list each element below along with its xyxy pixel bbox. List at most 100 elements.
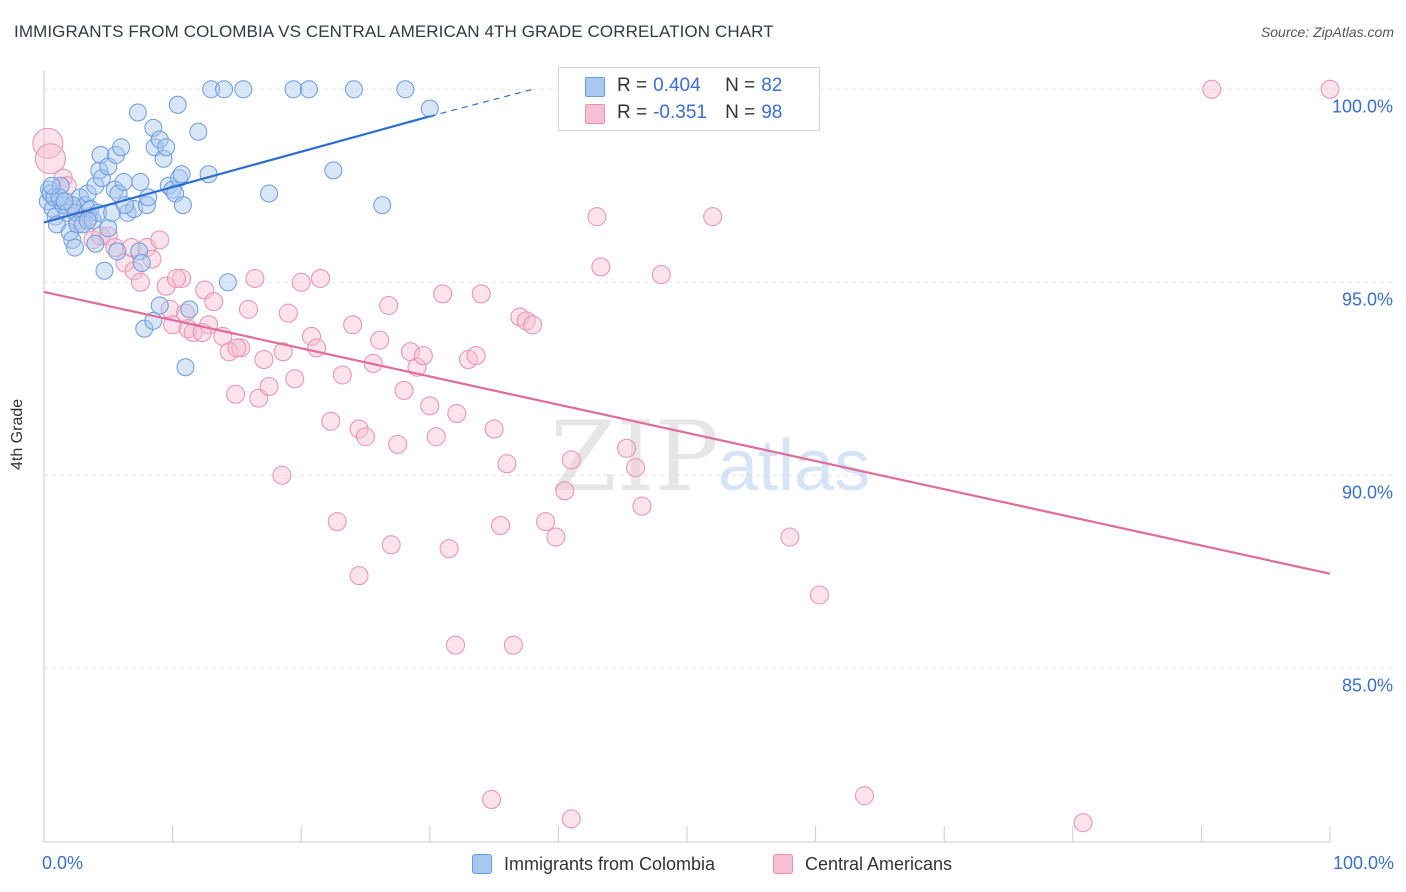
point-colombia: [130, 242, 149, 261]
point-central-americans: [160, 299, 180, 319]
point-central-americans: [226, 384, 246, 404]
legend-blue-swatch: [585, 77, 605, 97]
point-central-americans: [254, 350, 274, 369]
point-central-americans: [356, 427, 375, 447]
point-central-americans: [301, 326, 321, 346]
point-central-americans: [587, 207, 607, 227]
point-colombia: [234, 80, 253, 99]
legend-r-value: -0.351: [653, 102, 707, 123]
point-colombia: [51, 176, 70, 195]
point-central-americans: [561, 450, 581, 470]
point-central-americans: [439, 539, 459, 559]
point-central-americans: [321, 411, 341, 431]
legend-bottom-central-label: Central Americans: [805, 853, 953, 874]
point-central-americans: [1320, 79, 1340, 99]
point-central-americans: [349, 419, 369, 439]
point-central-americans: [546, 527, 566, 547]
trend-lines: [43, 88, 1331, 575]
point-colombia: [42, 176, 61, 195]
point-colombia: [132, 254, 151, 272]
legend-n-label: N =: [725, 102, 756, 123]
trend-line-central-americans: [43, 290, 1331, 575]
chart-source: Source: ZipAtlas.com: [1260, 24, 1394, 40]
point-colombia: [176, 358, 195, 377]
point-colombia: [114, 172, 133, 191]
point-central-americans: [227, 338, 247, 358]
point-central-americans: [130, 272, 150, 292]
point-colombia: [95, 261, 114, 280]
point-central-americans: [555, 481, 575, 501]
point-colombia: [154, 149, 173, 168]
legend-n-value: 82: [761, 75, 783, 96]
point-colombia: [299, 80, 318, 99]
point-central-americans: [651, 265, 671, 285]
point-colombia: [157, 138, 176, 157]
point-colombia: [137, 196, 156, 215]
point-colombia: [168, 95, 187, 114]
point-colombia: [324, 161, 343, 180]
point-central-americans: [204, 292, 224, 312]
point-colombia: [112, 138, 131, 157]
point-colombia: [218, 273, 237, 292]
point-central-americans: [523, 315, 543, 335]
watermark: ZIP atlas: [550, 401, 870, 513]
point-central-americans: [166, 268, 186, 288]
point-central-americans: [394, 380, 414, 400]
point-central-americans: [413, 346, 433, 366]
point-central-americans: [536, 512, 556, 532]
legend-row-pink: R = -0.351 N = 98: [617, 101, 782, 125]
point-central-americans: [285, 369, 305, 389]
legend-n-value: 98: [761, 102, 783, 123]
point-central-americans: [343, 315, 363, 335]
point-central-americans: [1073, 813, 1093, 833]
point-colombia: [150, 130, 169, 149]
point-central-americans: [1202, 79, 1222, 99]
point-central-americans: [780, 527, 800, 547]
point-central-americans: [32, 127, 64, 159]
pink-points: [32, 79, 1340, 833]
point-central-americans: [626, 458, 646, 478]
point-colombia: [199, 165, 218, 184]
point-central-americans: [172, 268, 192, 288]
point-central-americans: [617, 438, 637, 458]
point-central-americans: [273, 342, 293, 362]
point-central-americans: [703, 207, 723, 227]
point-colombia: [65, 238, 84, 257]
point-colombia: [344, 80, 363, 99]
point-central-americans: [447, 404, 467, 424]
trend-line-colombia-extension: [429, 88, 533, 117]
point-central-americans: [497, 454, 517, 474]
point-central-americans: [245, 268, 265, 288]
point-colombia: [108, 242, 127, 261]
point-central-americans: [446, 635, 466, 655]
x-tick-label: 100.0%: [1333, 853, 1394, 873]
point-colombia: [45, 188, 64, 207]
legend-bottom-colombia-label: Immigrants from Colombia: [504, 853, 716, 874]
point-colombia: [180, 300, 199, 319]
point-colombia: [55, 192, 74, 211]
point-central-americans: [291, 272, 311, 292]
legend-r-label: R =: [617, 102, 648, 123]
point-colombia: [284, 80, 303, 99]
legend-bottom-central: Central Americans: [773, 851, 952, 877]
point-central-americans: [561, 809, 581, 829]
point-colombia: [135, 319, 154, 338]
point-central-americans: [466, 346, 486, 366]
point-central-americans: [426, 427, 446, 447]
point-colombia: [173, 196, 192, 215]
point-central-americans: [632, 496, 652, 516]
y-tick-label: 85.0%: [1342, 675, 1393, 695]
legend-pink-swatch: [585, 104, 605, 124]
point-central-americans: [491, 515, 511, 535]
point-central-americans: [310, 268, 330, 288]
point-central-americans: [381, 535, 401, 555]
point-colombia: [215, 80, 234, 99]
grid: [44, 88, 1395, 669]
point-colombia: [144, 118, 163, 137]
tick-labels: 85.0% 90.0% 95.0% 100.0% 0.0% 100.0%: [42, 96, 1394, 873]
point-central-americans: [259, 377, 279, 397]
point-colombia: [396, 80, 415, 99]
point-central-americans: [482, 790, 502, 810]
point-central-americans: [332, 365, 352, 385]
